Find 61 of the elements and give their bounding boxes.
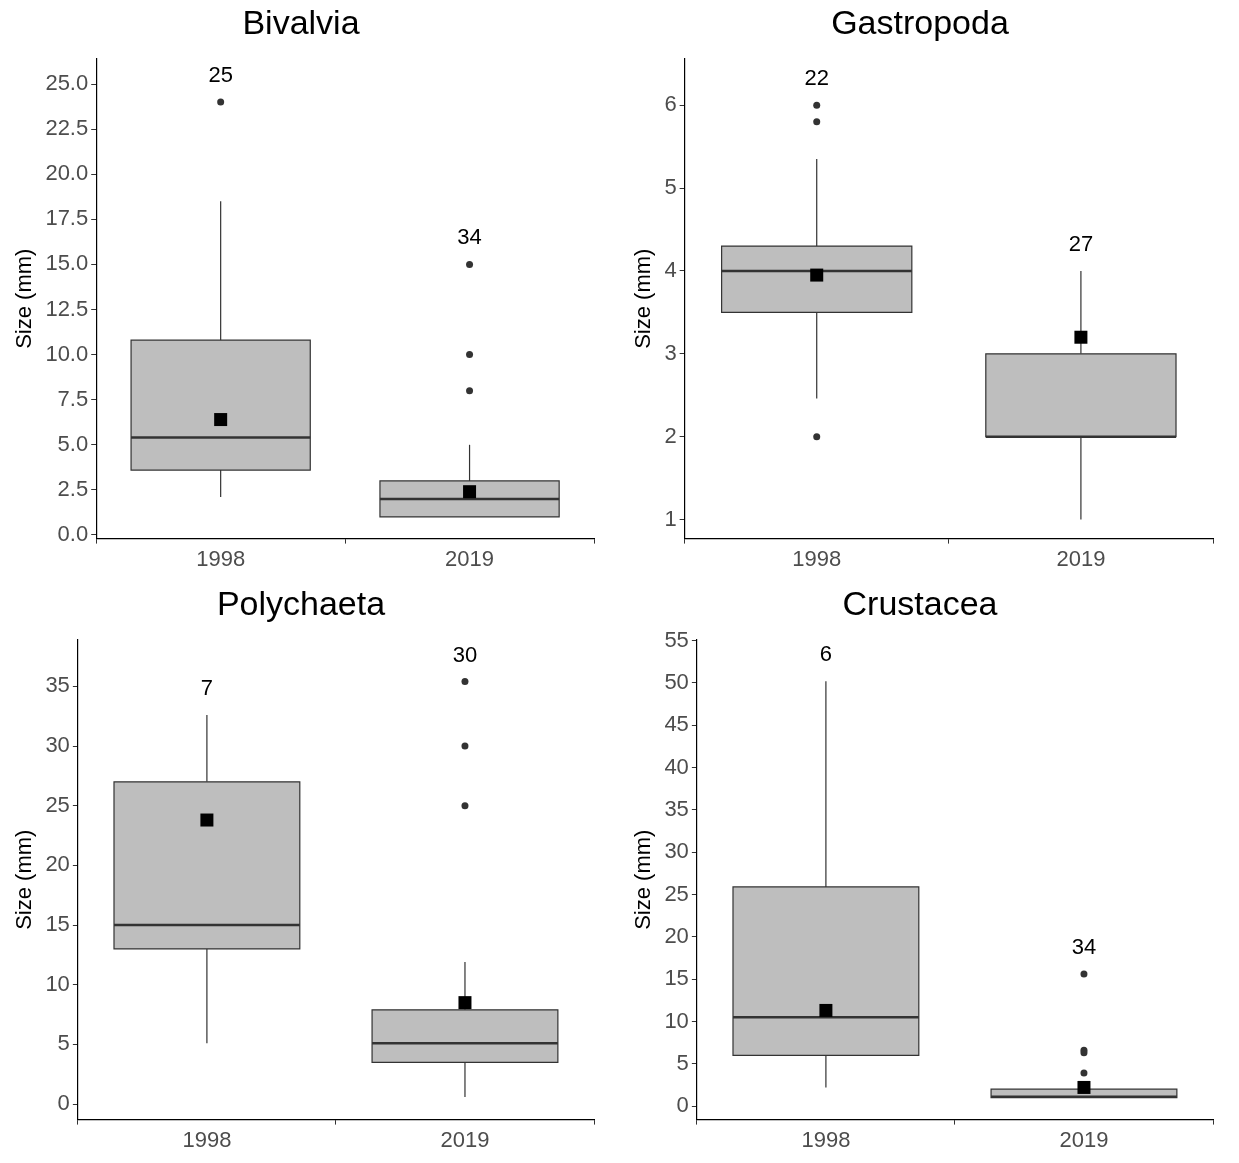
- y-tick-label: 25: [664, 880, 689, 906]
- y-tick-label: 20.0: [45, 160, 89, 186]
- y-tick-label: 15: [45, 911, 70, 937]
- annotation: 25: [208, 62, 233, 88]
- y-tick-label: 5: [664, 174, 677, 200]
- y-tick-label: 17.5: [45, 205, 89, 231]
- y-tick-label: 35: [664, 795, 689, 821]
- annotation: 27: [1068, 231, 1094, 256]
- y-tick-label: 0: [57, 1090, 70, 1116]
- x-tick-label: 1998: [182, 1126, 232, 1152]
- annotation: 22: [804, 65, 829, 91]
- y-tick-label: 15: [664, 965, 689, 991]
- x-tick-label: 1998: [792, 545, 842, 571]
- y-axis-title: Size (mm): [11, 248, 37, 349]
- y-tick-label: 20: [664, 922, 689, 948]
- x-tick-label: 2019: [440, 1126, 490, 1152]
- y-tick-label: 45: [664, 711, 689, 737]
- annotation: 34: [457, 224, 482, 250]
- x-tick-label: 2019: [445, 545, 495, 571]
- y-axis-title: Size (mm): [11, 829, 37, 930]
- y-tick-label: 7.5: [57, 385, 89, 411]
- y-tick-label: 55: [664, 626, 689, 652]
- y-tick-label: 10.0: [45, 340, 89, 366]
- annotation: 30: [452, 641, 478, 667]
- annotation: 6: [819, 641, 833, 667]
- y-tick-label: 22.5: [45, 115, 89, 141]
- y-tick-label: 1: [664, 505, 677, 531]
- y-tick-label: 35: [45, 672, 70, 698]
- y-tick-label: 4: [664, 257, 677, 282]
- y-tick-label: 3: [664, 339, 677, 365]
- x-tick-label: 1998: [801, 1126, 851, 1152]
- y-tick-label: 5: [57, 1030, 70, 1056]
- y-tick-label: 5.0: [57, 430, 89, 456]
- y-tick-label: 10: [45, 970, 70, 996]
- y-tick-label: 30: [664, 838, 689, 864]
- y-tick-label: 12.5: [45, 295, 89, 321]
- y-tick-label: 10: [664, 1007, 689, 1033]
- y-tick-label: 20: [45, 851, 70, 877]
- y-tick-label: 0.0: [57, 521, 89, 547]
- y-tick-label: 0: [676, 1092, 689, 1118]
- x-tick-label: 2019: [1059, 1126, 1109, 1152]
- annotation: 34: [1071, 934, 1097, 960]
- chart-title: Bivalvia: [242, 2, 360, 41]
- y-tick-label: 25: [45, 791, 70, 817]
- y-tick-label: 2: [664, 422, 677, 448]
- x-tick-label: 1998: [196, 545, 246, 571]
- y-tick-label: 15.0: [45, 250, 89, 276]
- y-tick-label: 5: [676, 1049, 689, 1075]
- y-tick-label: 25.0: [45, 70, 89, 96]
- y-axis-title: Size (mm): [630, 829, 656, 930]
- y-tick-label: 2.5: [57, 475, 89, 501]
- chart-title: Gastropoda: [831, 2, 1009, 41]
- x-tick-label: 2019: [1056, 545, 1106, 571]
- annotation: 7: [200, 675, 214, 701]
- y-tick-label: 50: [664, 669, 689, 695]
- y-tick-label: 40: [664, 753, 689, 779]
- chart-title: Crustacea: [842, 583, 998, 622]
- chart-title: Polychaeta: [216, 583, 386, 622]
- y-tick-label: 30: [45, 732, 70, 758]
- y-tick-label: 6: [664, 91, 677, 117]
- y-axis-title: Size (mm): [630, 248, 656, 349]
